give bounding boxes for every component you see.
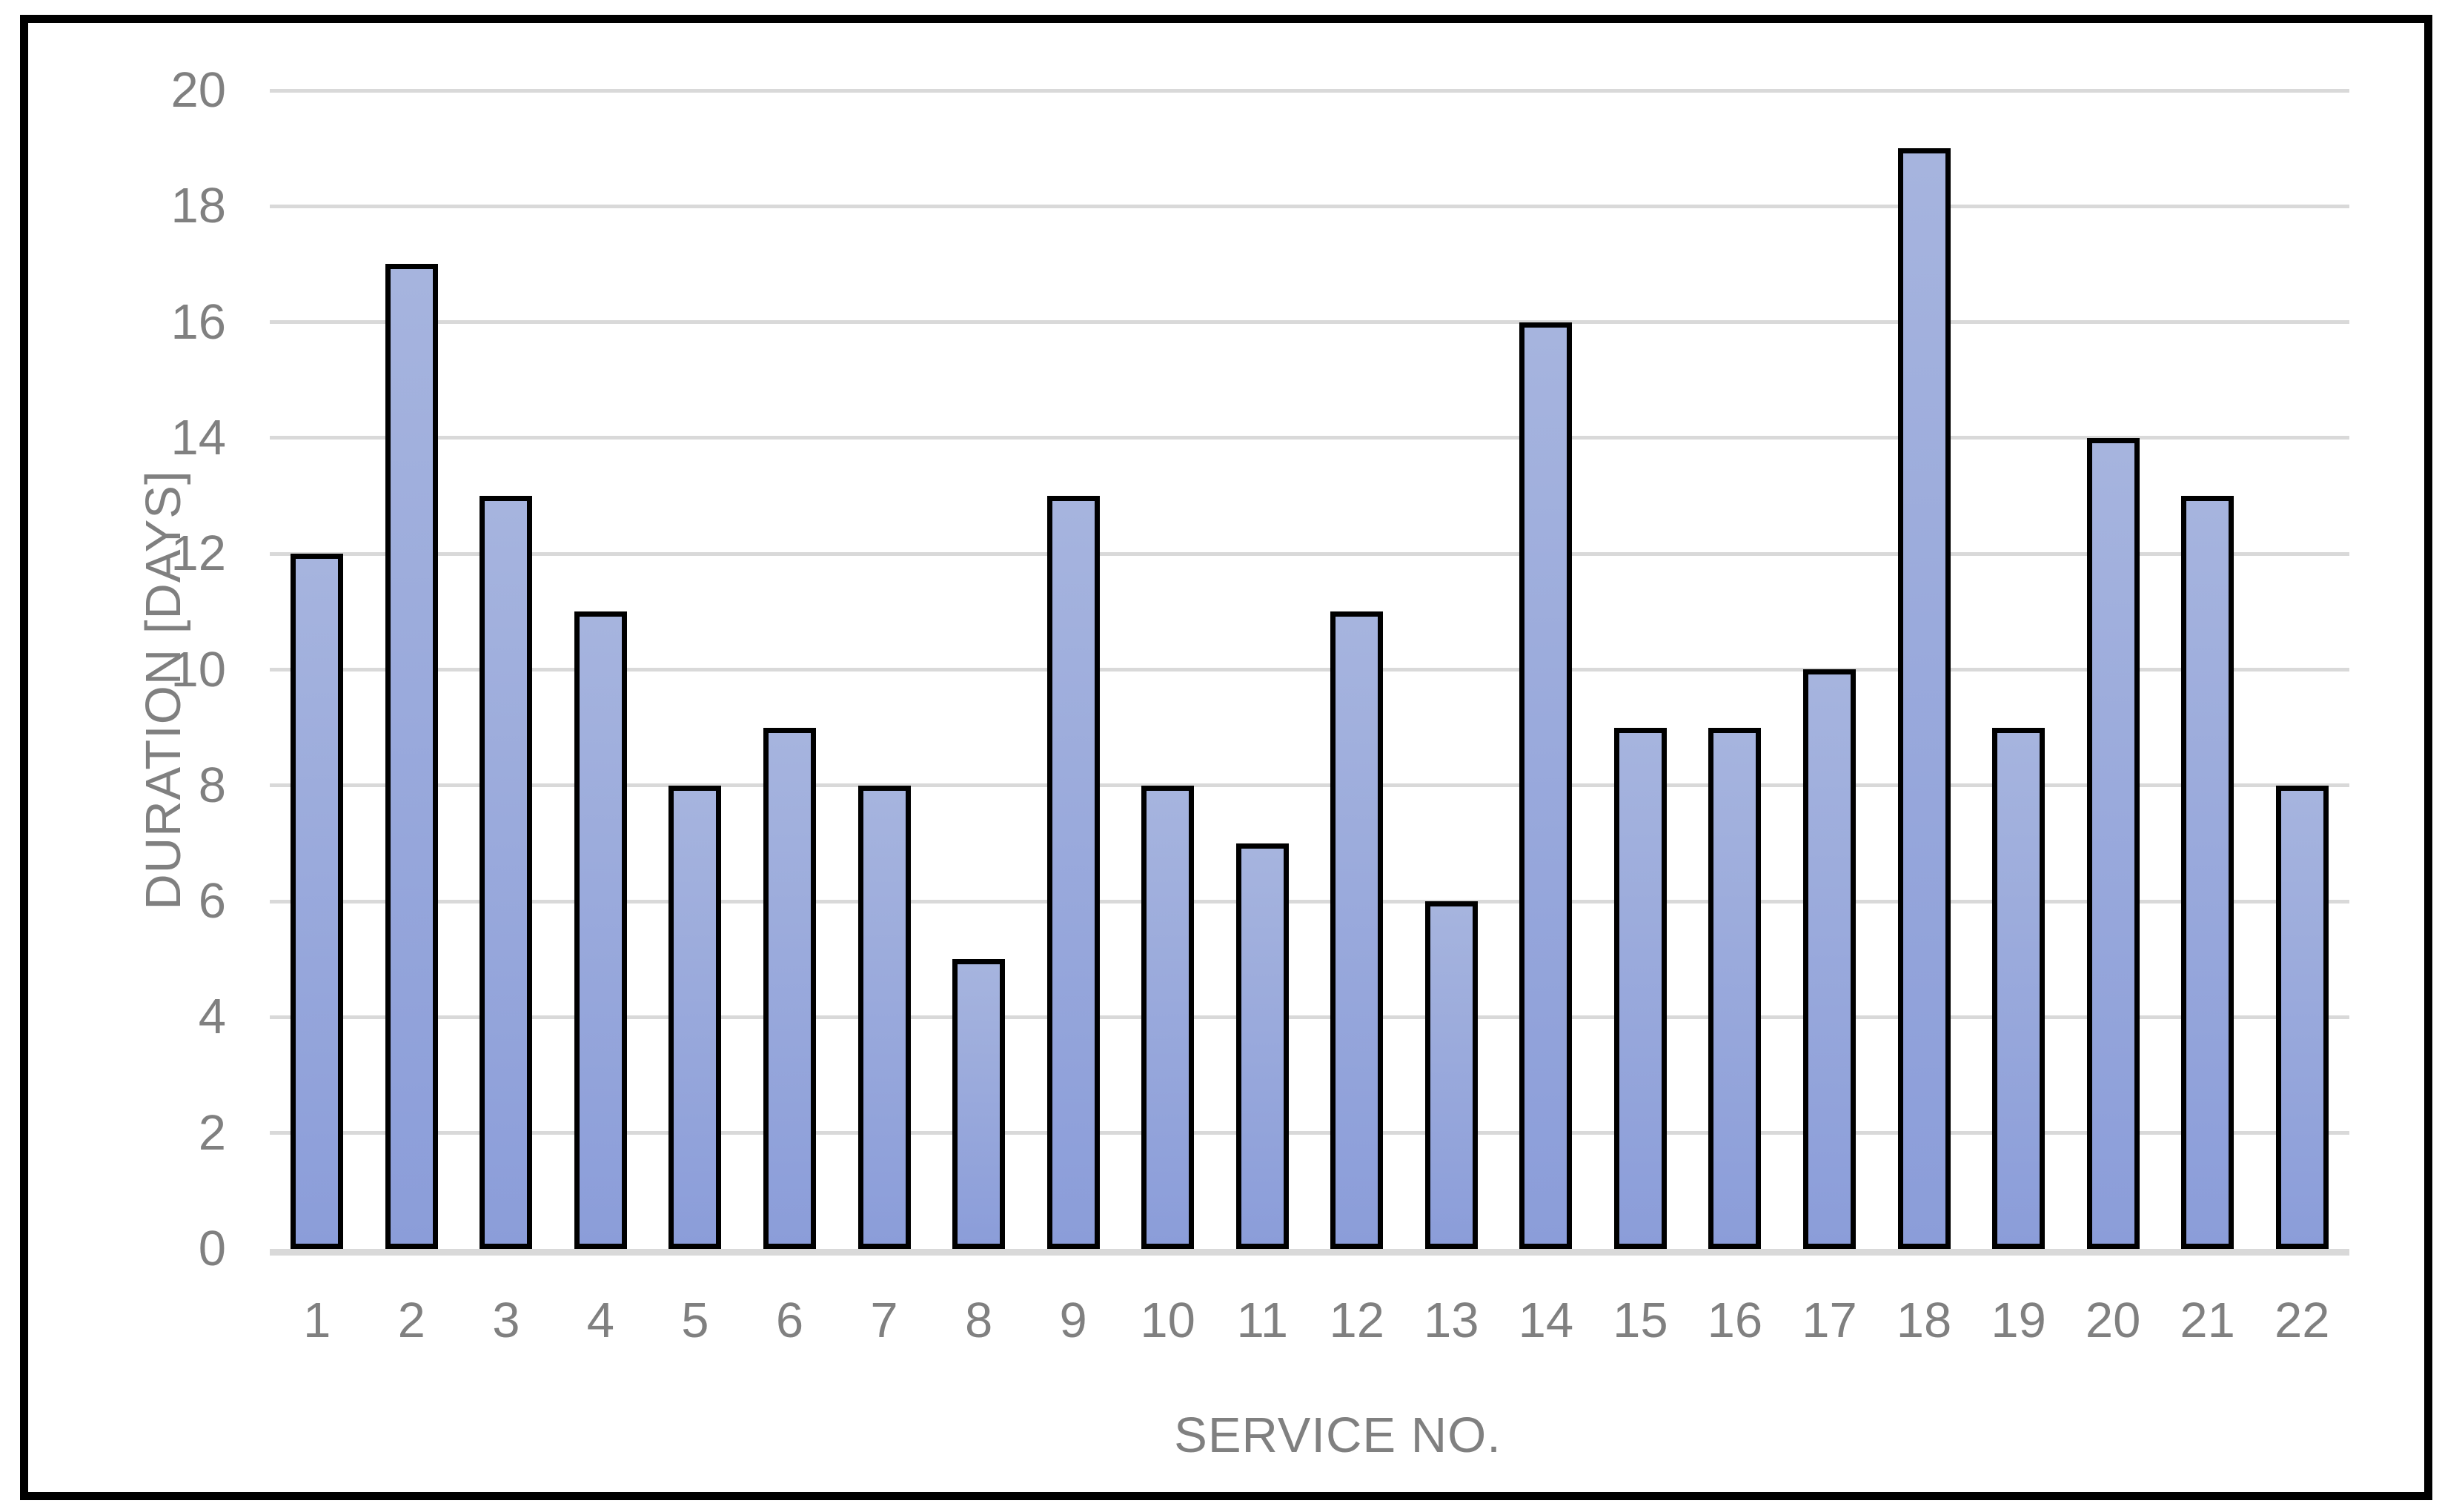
x-tick-label-4: 4	[586, 1293, 615, 1348]
bar-service-20	[2086, 438, 2140, 1249]
x-tick-label-7: 7	[870, 1293, 898, 1348]
y-tick-label-4: 4	[198, 989, 226, 1045]
gridline-14	[270, 436, 2349, 440]
bar-service-1	[291, 554, 344, 1249]
y-tick-label-18: 18	[170, 178, 226, 234]
bar-service-19	[1992, 728, 2045, 1249]
gridline-8	[270, 783, 2349, 788]
bar-service-10	[1141, 786, 1195, 1249]
x-axis-title: SERVICE NO.	[1174, 1407, 1502, 1463]
bar-service-2	[385, 264, 438, 1249]
x-tick-label-16: 16	[1707, 1293, 1763, 1348]
bar-service-3	[480, 496, 533, 1249]
bar-service-11	[1235, 843, 1289, 1249]
gridline-6	[270, 899, 2349, 903]
y-tick-label-2: 2	[198, 1104, 226, 1161]
x-tick-label-8: 8	[964, 1293, 993, 1348]
bar-service-13	[1424, 901, 1478, 1249]
x-tick-label-15: 15	[1613, 1293, 1668, 1348]
x-tick-label-12: 12	[1329, 1293, 1385, 1348]
x-tick-label-21: 21	[2180, 1293, 2235, 1348]
bar-service-5	[668, 786, 722, 1249]
x-tick-label-20: 20	[2085, 1293, 2141, 1348]
bar-service-7	[857, 786, 911, 1249]
bar-service-17	[1803, 669, 1856, 1249]
gridline-10	[270, 668, 2349, 672]
gridline-16	[270, 320, 2349, 325]
bar-service-4	[574, 611, 627, 1249]
y-tick-label-6: 6	[198, 873, 226, 929]
bar-service-12	[1330, 611, 1384, 1249]
bar-service-14	[1519, 322, 1573, 1249]
plot-area	[270, 88, 2349, 1256]
x-tick-label-1: 1	[303, 1293, 331, 1348]
x-tick-label-2: 2	[397, 1293, 425, 1348]
x-tick-label-13: 13	[1424, 1293, 1479, 1348]
x-tick-label-10: 10	[1140, 1293, 1195, 1348]
x-tick-label-5: 5	[681, 1293, 709, 1348]
y-tick-label-20: 20	[170, 62, 226, 118]
y-tick-label-8: 8	[198, 757, 226, 813]
y-tick-label-0: 0	[198, 1221, 226, 1276]
gridline-2	[270, 1131, 2349, 1135]
bar-service-21	[2181, 496, 2234, 1249]
gridline-4	[270, 1015, 2349, 1019]
bar-service-15	[1613, 728, 1667, 1249]
bar-service-16	[1708, 728, 1762, 1249]
y-tick-label-10: 10	[170, 641, 226, 697]
gridline-12	[270, 551, 2349, 556]
x-tick-label-18: 18	[1896, 1293, 1952, 1348]
gridline-18	[270, 204, 2349, 208]
y-tick-label-14: 14	[170, 409, 226, 465]
x-tick-label-17: 17	[1802, 1293, 1857, 1348]
gridline-20	[270, 88, 2349, 93]
bar-service-22	[2275, 786, 2329, 1249]
bar-service-18	[1897, 148, 1951, 1249]
bar-service-9	[1046, 496, 1100, 1249]
bar-service-8	[952, 959, 1006, 1249]
x-tick-label-19: 19	[1991, 1293, 2046, 1348]
gridline-baseline	[270, 1249, 2349, 1256]
bar-service-6	[763, 728, 816, 1249]
y-tick-label-16: 16	[170, 294, 226, 350]
x-tick-label-11: 11	[1236, 1293, 1288, 1348]
x-tick-label-14: 14	[1518, 1293, 1574, 1348]
x-tick-label-6: 6	[775, 1293, 804, 1348]
x-tick-label-22: 22	[2274, 1293, 2330, 1348]
y-tick-label-12: 12	[170, 525, 226, 582]
x-tick-label-9: 9	[1059, 1293, 1087, 1348]
x-tick-label-3: 3	[492, 1293, 520, 1348]
